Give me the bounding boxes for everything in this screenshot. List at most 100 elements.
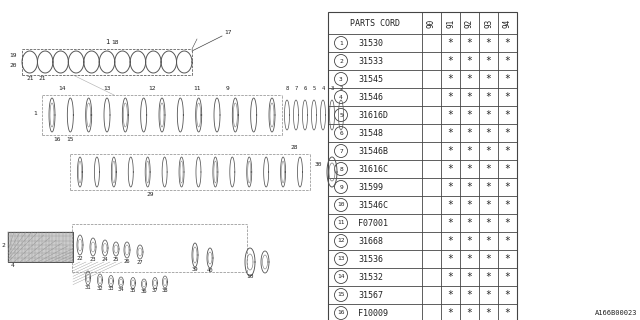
Text: 7: 7 — [339, 148, 343, 154]
Text: 24: 24 — [102, 257, 108, 262]
Text: *: * — [467, 146, 472, 156]
Text: 16: 16 — [337, 310, 345, 316]
Text: *: * — [504, 92, 511, 102]
Text: 37: 37 — [152, 289, 158, 293]
Text: 31546: 31546 — [358, 92, 383, 101]
Bar — [8, 232, 73, 262]
Text: *: * — [486, 200, 492, 210]
Text: *: * — [486, 56, 492, 66]
Text: *: * — [486, 290, 492, 300]
Text: 6: 6 — [339, 131, 343, 135]
Text: 31567: 31567 — [358, 291, 383, 300]
Text: *: * — [486, 254, 492, 264]
Text: 13: 13 — [337, 257, 345, 261]
Text: *: * — [486, 164, 492, 174]
Text: 29: 29 — [147, 192, 154, 197]
Text: 21: 21 — [26, 76, 34, 81]
Text: PARTS CORD: PARTS CORD — [350, 19, 400, 28]
Text: 2: 2 — [1, 243, 5, 248]
Text: 90: 90 — [427, 18, 436, 28]
Text: 35: 35 — [130, 289, 136, 293]
Text: 36: 36 — [141, 289, 147, 294]
Text: 39: 39 — [192, 267, 198, 272]
Text: 22: 22 — [77, 256, 83, 261]
Text: 94: 94 — [503, 18, 512, 28]
Text: *: * — [467, 290, 472, 300]
Text: *: * — [467, 92, 472, 102]
Text: *: * — [486, 146, 492, 156]
Text: *: * — [447, 182, 453, 192]
Text: 2: 2 — [339, 59, 343, 63]
Text: 28: 28 — [290, 145, 298, 150]
Text: *: * — [504, 110, 511, 120]
Text: 31616C: 31616C — [358, 164, 388, 173]
Text: 17: 17 — [224, 30, 232, 35]
Bar — [8, 232, 73, 262]
Text: *: * — [447, 272, 453, 282]
Text: A166B00023: A166B00023 — [595, 310, 637, 316]
Text: 8: 8 — [339, 166, 343, 172]
Text: *: * — [504, 308, 511, 318]
Text: 31546B: 31546B — [358, 147, 388, 156]
Text: *: * — [504, 218, 511, 228]
Text: *: * — [447, 254, 453, 264]
Text: *: * — [467, 254, 472, 264]
Text: *: * — [486, 218, 492, 228]
Text: 31616D: 31616D — [358, 110, 388, 119]
Text: 38: 38 — [162, 288, 168, 293]
Text: *: * — [504, 38, 511, 48]
Text: 32: 32 — [97, 286, 103, 291]
Text: *: * — [486, 38, 492, 48]
Text: *: * — [447, 74, 453, 84]
Text: *: * — [447, 56, 453, 66]
Text: *: * — [447, 128, 453, 138]
Text: *: * — [504, 182, 511, 192]
Text: *: * — [467, 218, 472, 228]
Text: *: * — [504, 290, 511, 300]
Text: 12: 12 — [337, 238, 345, 244]
Text: *: * — [447, 38, 453, 48]
Text: 8: 8 — [285, 86, 289, 91]
Text: *: * — [447, 110, 453, 120]
Text: 4: 4 — [11, 263, 15, 268]
Text: *: * — [486, 182, 492, 192]
Text: 1: 1 — [105, 39, 109, 45]
Text: 10: 10 — [246, 274, 253, 279]
Text: *: * — [504, 254, 511, 264]
Text: *: * — [447, 290, 453, 300]
Text: *: * — [504, 146, 511, 156]
Text: 11: 11 — [193, 86, 201, 91]
Text: *: * — [504, 56, 511, 66]
Text: 25: 25 — [113, 257, 119, 262]
Text: *: * — [467, 272, 472, 282]
Text: 5: 5 — [312, 86, 316, 91]
Text: 31668: 31668 — [358, 236, 383, 245]
Text: 6: 6 — [303, 86, 307, 91]
Text: 40: 40 — [207, 268, 213, 273]
Text: 4: 4 — [339, 94, 343, 100]
Text: 9: 9 — [225, 86, 229, 91]
Text: *: * — [467, 74, 472, 84]
Text: *: * — [447, 218, 453, 228]
Text: *: * — [447, 164, 453, 174]
Text: 15: 15 — [67, 137, 74, 142]
Text: 31: 31 — [84, 285, 92, 290]
Text: *: * — [467, 236, 472, 246]
Text: 9: 9 — [339, 185, 343, 189]
Text: 31546C: 31546C — [358, 201, 388, 210]
Text: *: * — [467, 308, 472, 318]
Text: *: * — [447, 308, 453, 318]
Text: 3: 3 — [330, 86, 333, 91]
Text: *: * — [467, 38, 472, 48]
Text: *: * — [504, 200, 511, 210]
Text: *: * — [486, 308, 492, 318]
Text: *: * — [447, 200, 453, 210]
Text: *: * — [447, 236, 453, 246]
Text: *: * — [486, 110, 492, 120]
Text: F10009: F10009 — [358, 308, 388, 317]
Text: *: * — [467, 110, 472, 120]
Text: 31532: 31532 — [358, 273, 383, 282]
Text: 13: 13 — [103, 86, 111, 91]
Text: 11: 11 — [337, 220, 345, 226]
Text: *: * — [504, 128, 511, 138]
